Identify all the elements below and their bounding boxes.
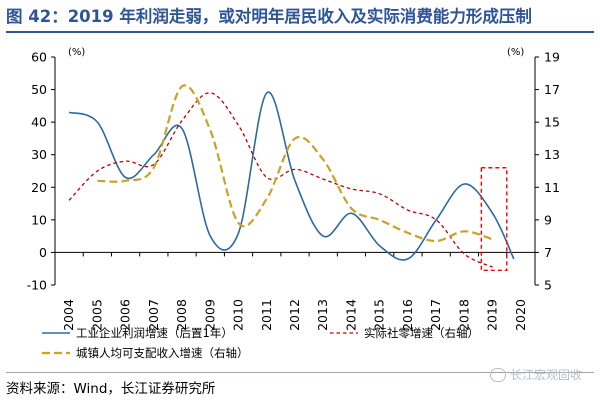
x-tick-label: 2014 (343, 299, 358, 331)
right-unit-label: (%) (507, 47, 524, 58)
x-tick-label: 2004 (61, 299, 76, 331)
watermark: 长江宏观固收 (489, 366, 582, 383)
watermark-text: 长江宏观固收 (509, 368, 582, 382)
x-tick-label: 2017 (428, 299, 443, 331)
left-tick-label: 40 (31, 115, 47, 130)
right-tick-label: 19 (544, 50, 560, 65)
series-line-profit (68, 91, 515, 261)
legend-label-retail: 实际社零增速（右轴） (364, 326, 479, 340)
x-tick-label: 2005 (89, 299, 104, 331)
x-tick-label: 2008 (174, 299, 189, 331)
x-tick-label: 2016 (400, 299, 415, 331)
x-tick-label: 2018 (456, 299, 471, 331)
x-tick-label: 2010 (231, 299, 246, 331)
left-tick-label: 50 (31, 82, 47, 97)
x-tick-label: 2009 (202, 299, 217, 331)
left-unit-label: (%) (68, 47, 85, 58)
right-tick-label: 7 (544, 245, 552, 260)
right-tick-label: 13 (544, 147, 560, 162)
legend-label-profit: 工业企业利润增速（后置1年） (76, 326, 233, 340)
x-tick-label: 2012 (287, 299, 302, 331)
left-tick-label: 60 (31, 50, 47, 65)
series-line-retail (68, 92, 493, 268)
series-line-income (97, 84, 493, 243)
figure-title: 图 42：2019 年利润走弱，或对明年居民收入及实际消费能力形成压制 (6, 7, 532, 26)
line-chart: -10 0 10 20 30 40 50 60 5 7 9 11 13 15 17 19 (%) (%) 2004 2… (27, 47, 560, 360)
left-tick-label: 10 (31, 212, 47, 227)
right-tick-label: 5 (544, 278, 552, 293)
x-tick-label: 2020 (513, 299, 528, 331)
left-tick-label: 20 (31, 180, 47, 195)
right-tick-label: 9 (544, 212, 552, 227)
x-tick-label: 2011 (259, 299, 274, 331)
right-tick-label: 17 (544, 82, 560, 97)
right-tick-label: 15 (544, 115, 560, 130)
x-tick-label: 2013 (315, 299, 330, 331)
source-divider (6, 372, 594, 373)
legend-label-income: 城镇人均可支配收入增速（右轴） (76, 346, 249, 360)
title-divider (6, 31, 594, 33)
wechat-icon (489, 367, 506, 382)
highlight-box (480, 167, 508, 272)
left-tick-label: 30 (31, 147, 47, 162)
source-note: 资料来源：Wind，长江证券研究所 (6, 381, 216, 397)
x-tick-label: 2019 (485, 299, 500, 331)
x-tick-label: 2015 (372, 299, 387, 331)
left-tick-label: -10 (27, 278, 47, 293)
x-tick-label: 2006 (118, 299, 133, 331)
x-tick-label: 2007 (146, 299, 161, 331)
right-tick-label: 11 (544, 180, 560, 195)
left-tick-label: 0 (39, 245, 47, 260)
